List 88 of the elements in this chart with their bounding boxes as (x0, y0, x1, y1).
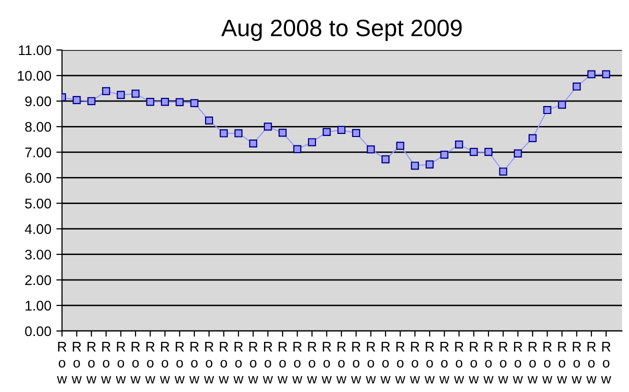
x-tick-label: Row (116, 342, 126, 384)
x-tick-label: Row (189, 342, 200, 384)
x-tick-label: Row (542, 342, 552, 384)
x-tick-label: Row (292, 342, 302, 384)
x-tick-label: Row (601, 342, 612, 384)
y-tick-label: 3.00 (25, 250, 52, 260)
point (543, 106, 552, 114)
point (190, 99, 198, 108)
x-tick-label: Row (351, 342, 362, 384)
x-tick-label: Row (468, 342, 479, 384)
x-tick-label: Row (218, 342, 229, 384)
x-tick-label: Row (248, 342, 258, 384)
point (146, 98, 154, 106)
point (572, 82, 581, 91)
x-tick-label: Row (454, 342, 464, 384)
y-tick-label: 10.00 (18, 70, 52, 81)
x-tick-label: Row (498, 342, 508, 384)
x-tick-label: Row (395, 342, 406, 384)
point (455, 140, 464, 149)
point (234, 129, 242, 138)
x-tick-label: Row (528, 342, 538, 384)
x-tick-label: Row (556, 342, 568, 384)
point (72, 96, 81, 104)
point (366, 145, 375, 154)
point (484, 148, 492, 156)
point (249, 139, 258, 148)
point (602, 70, 610, 78)
x-tick-label: Row (174, 342, 185, 384)
x-tick-label: Row (483, 342, 494, 384)
x-tick-label: Row (72, 342, 82, 384)
point (410, 162, 419, 170)
x-tick-label: Row (512, 342, 523, 384)
point (514, 149, 522, 158)
x-tick-label: Row (130, 342, 141, 384)
x-tick-label: Row (233, 342, 244, 384)
y-tick-label: 0.00 (25, 326, 52, 336)
y-tick-label: 2.00 (25, 275, 52, 286)
y-tick-label: 11.00 (18, 45, 52, 56)
x-tick-label: Row (336, 342, 346, 384)
point (264, 122, 272, 131)
x-tick-label: Row (278, 342, 288, 384)
x-tick-label: Row (160, 342, 170, 384)
x-tick-label: Row (586, 342, 596, 384)
point (426, 160, 434, 168)
point (278, 128, 287, 137)
x-tick-label: Row (56, 342, 68, 384)
point (558, 100, 566, 109)
point (102, 87, 110, 96)
x-tick-label: Row (322, 342, 332, 384)
y-tick-label: 5.00 (25, 198, 52, 208)
point (352, 128, 360, 138)
point (160, 98, 169, 106)
y-tick-label: 8.00 (25, 122, 52, 132)
y-tick-label: 1.00 (26, 300, 52, 311)
point (220, 129, 228, 138)
x-tick-label: Row (86, 342, 96, 384)
x-tick-label: Row (204, 342, 214, 384)
point (322, 128, 331, 136)
point (308, 138, 316, 146)
point (396, 142, 404, 150)
point (470, 148, 478, 156)
point (132, 90, 140, 98)
point (176, 98, 184, 106)
y-tick-label: 6.00 (25, 173, 52, 183)
x-tick-label: Row (572, 342, 582, 384)
chart-title: Aug 2008 to Sept 2009 (221, 20, 462, 42)
point (337, 126, 346, 134)
point (293, 145, 302, 154)
y-tick-label: 9.00 (25, 96, 52, 106)
x-tick-label: Row (101, 342, 112, 384)
point (528, 134, 537, 142)
x-tick-label: Row (410, 342, 420, 384)
x-tick-label: Row (439, 342, 450, 384)
y-tick-label: 4.00 (24, 224, 52, 234)
point (440, 150, 448, 159)
x-tick-label: Row (366, 342, 376, 384)
point (382, 155, 390, 164)
x-tick-label: Row (380, 342, 391, 384)
x-tick-label: Row (306, 342, 318, 384)
x-tick-label: Row (262, 342, 273, 384)
x-tick-label: Row (145, 342, 156, 384)
y-tick-label: 7.00 (25, 148, 52, 158)
point (116, 90, 125, 99)
point (205, 116, 214, 125)
x-tick-label: Row (424, 342, 435, 384)
point (587, 70, 596, 78)
point (87, 97, 96, 106)
point (499, 168, 508, 176)
